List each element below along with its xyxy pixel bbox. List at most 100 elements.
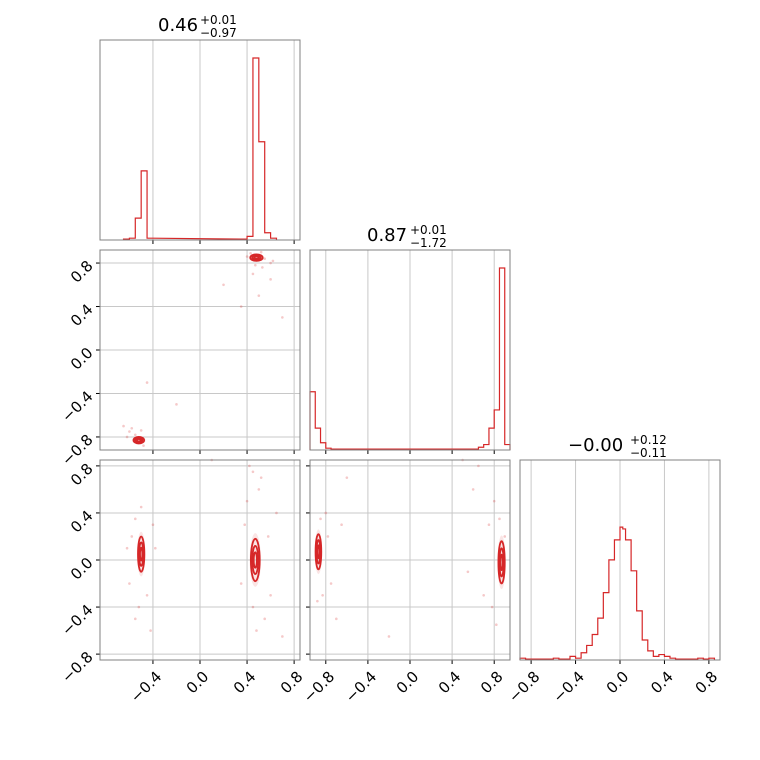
sample-point-14 (269, 593, 272, 597)
contour-0-0 (314, 533, 323, 571)
sample-point-15 (466, 570, 470, 574)
title-param-0-lower: −0.97 (200, 26, 237, 40)
y-tick-label: 0.8 (67, 257, 97, 287)
y-tick-label: −0.4 (58, 387, 96, 425)
y-tick-labels-param-2: −0.8−0.40.00.40.8 (58, 460, 96, 687)
sample-point-18 (269, 278, 272, 281)
y-tick-label: 0.4 (67, 507, 97, 537)
contour-0-0 (249, 253, 264, 262)
x-tick-labels-param-0: −0.4 0.0 0.4 0.8 (127, 668, 307, 706)
sample-point-2 (321, 593, 324, 597)
sample-point-20 (261, 266, 264, 269)
sample-point-8 (133, 617, 137, 621)
sample-point-19 (345, 476, 349, 479)
title-param-1-lower: −1.72 (410, 236, 447, 250)
sample-point-6 (335, 617, 338, 621)
sample-point-20 (281, 635, 284, 638)
x-tick-label: 0.0 (603, 668, 633, 698)
sample-point-7 (257, 294, 261, 297)
contour-0-2 (253, 255, 260, 260)
sample-point-25 (153, 546, 157, 550)
sample-point-19 (253, 263, 257, 267)
sample-point-22 (139, 429, 143, 432)
y-tick-label: −0.8 (58, 648, 96, 686)
sample-point-4 (259, 250, 263, 254)
axes-frame (309, 249, 511, 451)
sample-point-16 (175, 403, 178, 406)
sample-point-4 (326, 535, 330, 538)
sample-point-3 (137, 605, 141, 609)
sample-point-11 (251, 605, 255, 609)
sample-point-17 (281, 316, 284, 319)
contour-1-0 (132, 436, 146, 445)
sample-point-7 (149, 629, 152, 632)
title-param-2-upper: +0.12 (630, 433, 667, 447)
sample-point-10 (490, 605, 494, 609)
contour-0-0 (137, 535, 146, 573)
sample-point-8 (239, 305, 243, 308)
axes-frame (99, 39, 301, 241)
axes-frame (519, 459, 721, 661)
y-tick-labels-param-1: −0.8 −0.4 0.0 0.4 0.8 (58, 257, 96, 469)
title-param-1-upper: +0.01 (410, 223, 447, 237)
sample-point-13 (482, 593, 485, 597)
sample-point-6 (151, 523, 155, 527)
x-tick-label: 0.4 (435, 668, 465, 698)
sample-point-18 (239, 582, 243, 585)
sample-point-3 (245, 255, 249, 258)
sample-point-5 (128, 582, 131, 585)
sample-point-2 (269, 261, 272, 265)
sample-point-5 (329, 582, 333, 585)
sample-point-14 (477, 464, 480, 468)
sample-point-11 (122, 424, 125, 428)
sample-point-9 (498, 517, 501, 521)
sample-point-1 (139, 505, 143, 509)
x-tick-label: −0.4 (342, 668, 380, 706)
contour-0-2 (316, 544, 321, 560)
sample-point-2 (145, 593, 149, 597)
scatter-panel-0-2 (96, 458, 301, 664)
x-tick-labels-param-1: −0.8 −0.4 0.0 0.4 0.8 (300, 668, 507, 706)
x-tick-label: 0.8 (692, 668, 722, 698)
sample-point-21 (130, 426, 134, 430)
contour-1-0 (249, 537, 261, 583)
sample-point-11 (495, 623, 498, 627)
sample-point-14 (142, 444, 145, 447)
x-tick-label: 0.0 (393, 668, 423, 698)
sample-point-10 (128, 430, 131, 433)
corner-panels: −0.4 0.0 0.4 0.8−0.8 −0.4 0.0 0.4 0.8−0.8 −0.4 0.… (58, 39, 722, 706)
contour-1-2 (499, 553, 504, 572)
y-tick-label: −0.8 (58, 431, 96, 469)
x-tick-label: −0.8 (300, 668, 338, 706)
sample-point-16 (251, 470, 255, 474)
x-tick-label: −0.8 (505, 668, 543, 706)
sample-point-12 (487, 523, 491, 527)
sample-point-4 (130, 535, 134, 538)
title-param-0-value: 0.46 (158, 15, 198, 36)
histogram-step (122, 57, 278, 240)
scatter-panel-1-2 (306, 458, 511, 664)
title-param-2-value: −0.00 (568, 435, 623, 456)
sample-point-19 (255, 629, 258, 632)
contour-1-0 (497, 540, 506, 585)
sample-point-12 (263, 617, 267, 621)
histogram-step (309, 267, 511, 450)
x-tick-label: −0.4 (549, 668, 587, 706)
sample-point-9 (245, 499, 249, 503)
histogram-panel-1 (309, 249, 511, 454)
x-tick-label: 0.8 (477, 668, 507, 698)
x-tick-label: 0.4 (647, 668, 677, 698)
sample-point-15 (259, 476, 263, 479)
contour-0-2 (139, 546, 144, 562)
x-tick-label: 0.0 (183, 668, 213, 698)
sample-point-1 (324, 511, 328, 515)
sample-point-15 (145, 381, 149, 384)
title-param-1-value: 0.87 (367, 225, 407, 246)
sample-point-17 (503, 535, 507, 538)
sample-point-6 (251, 272, 255, 276)
histogram-step (519, 526, 716, 660)
sample-point-9 (222, 283, 225, 287)
sample-point-1 (263, 257, 267, 260)
title-param-0-upper: +0.01 (200, 13, 237, 27)
x-tick-label: −0.4 (127, 668, 165, 706)
